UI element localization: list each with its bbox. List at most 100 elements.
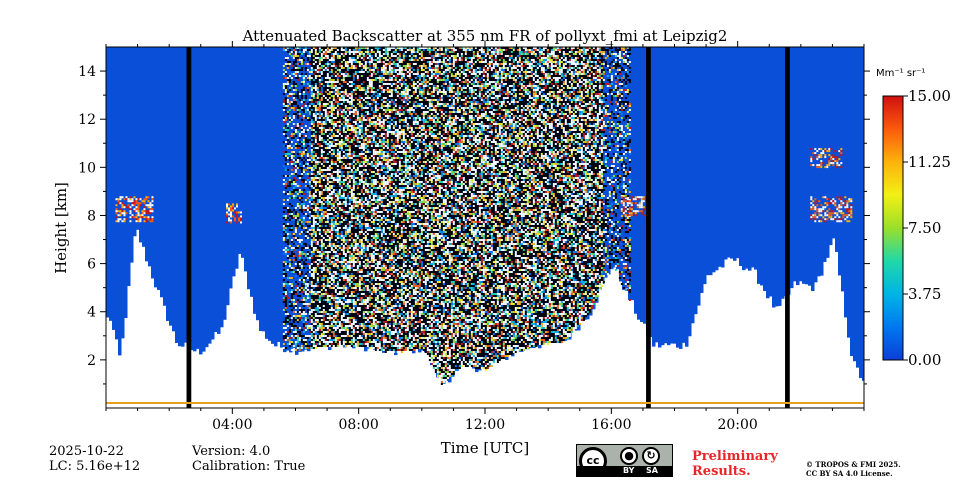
noise-pixel bbox=[352, 101, 355, 103]
noise-pixel bbox=[326, 141, 329, 143]
noise-pixel bbox=[354, 53, 357, 55]
noise-pixel bbox=[346, 71, 349, 73]
noise-pixel bbox=[326, 259, 329, 261]
noise-pixel bbox=[346, 215, 349, 217]
noise-pixel bbox=[346, 91, 349, 93]
noise-pixel bbox=[292, 151, 295, 153]
noise-pixel bbox=[316, 333, 319, 335]
noise-pixel bbox=[340, 343, 343, 345]
noise-pixel bbox=[352, 181, 355, 183]
noise-pixel bbox=[316, 213, 319, 215]
noise-pixel bbox=[354, 337, 357, 339]
noise-pixel bbox=[288, 79, 291, 81]
noise-pixel bbox=[314, 125, 317, 127]
noise-pixel bbox=[322, 167, 325, 169]
noise-pixel bbox=[332, 261, 335, 263]
noise-pixel bbox=[316, 129, 319, 131]
noise-pixel bbox=[346, 111, 349, 113]
noise-pixel bbox=[294, 267, 297, 269]
noise-pixel bbox=[304, 199, 307, 201]
noise-pixel bbox=[314, 131, 317, 133]
noise-pixel bbox=[310, 61, 313, 63]
noise-pixel bbox=[308, 311, 311, 313]
noise-pixel bbox=[286, 343, 289, 345]
noise-pixel bbox=[330, 271, 333, 273]
noise-pixel bbox=[304, 117, 307, 119]
noise-pixel bbox=[308, 209, 311, 211]
noise-pixel bbox=[314, 105, 317, 107]
noise-pixel bbox=[340, 319, 343, 321]
noise-pixel bbox=[326, 243, 329, 245]
noise-pixel bbox=[340, 71, 343, 73]
noise-pixel bbox=[294, 249, 297, 251]
noise-pixel bbox=[286, 139, 289, 141]
noise-pixel bbox=[344, 307, 347, 309]
noise-pixel bbox=[344, 269, 347, 271]
noise-pixel bbox=[346, 107, 349, 109]
noise-pixel bbox=[334, 201, 337, 203]
noise-pixel bbox=[286, 199, 289, 201]
noise-pixel bbox=[352, 139, 355, 141]
noise-pixel bbox=[318, 199, 321, 201]
noise-pixel bbox=[302, 263, 305, 265]
noise-pixel bbox=[354, 175, 357, 177]
noise-pixel bbox=[340, 79, 343, 81]
noise-pixel bbox=[348, 107, 351, 109]
signal-column bbox=[235, 47, 239, 269]
signal-column bbox=[658, 47, 662, 348]
noise-pixel bbox=[312, 187, 315, 189]
noise-pixel bbox=[306, 327, 309, 329]
noise-pixel bbox=[334, 125, 337, 127]
noise-pixel bbox=[298, 319, 301, 321]
noise-pixel bbox=[350, 85, 353, 87]
noise-pixel bbox=[288, 337, 291, 339]
noise-pixel bbox=[300, 181, 303, 183]
noise-pixel bbox=[352, 107, 355, 109]
noise-pixel bbox=[336, 243, 339, 245]
noise-pixel bbox=[322, 255, 325, 257]
noise-pixel bbox=[296, 269, 299, 271]
noise-pixel bbox=[306, 289, 309, 291]
noise-pixel bbox=[320, 137, 323, 139]
noise-pixel bbox=[342, 257, 345, 259]
noise-pixel bbox=[302, 83, 305, 85]
noise-pixel bbox=[320, 263, 323, 265]
noise-pixel bbox=[326, 179, 329, 181]
noise-pixel bbox=[318, 159, 321, 161]
noise-pixel bbox=[300, 309, 303, 311]
noise-pixel bbox=[290, 105, 293, 107]
noise-pixel bbox=[334, 265, 337, 267]
noise-pixel bbox=[352, 193, 355, 195]
noise-pixel bbox=[296, 161, 299, 163]
noise-pixel bbox=[336, 99, 339, 101]
noise-pixel bbox=[338, 91, 341, 93]
noise-pixel bbox=[320, 231, 323, 233]
noise-pixel bbox=[342, 107, 345, 109]
noise-pixel bbox=[318, 243, 321, 245]
noise-pixel bbox=[346, 271, 349, 273]
noise-pixel bbox=[342, 53, 345, 55]
noise-pixel bbox=[356, 53, 359, 55]
noise-pixel bbox=[320, 143, 323, 145]
noise-pixel bbox=[286, 241, 289, 243]
noise-pixel bbox=[348, 313, 351, 315]
noise-pixel bbox=[282, 261, 285, 263]
noise-pixel bbox=[332, 71, 335, 73]
noise-pixel bbox=[322, 159, 325, 161]
noise-pixel bbox=[308, 329, 311, 331]
noise-pixel bbox=[354, 151, 357, 153]
noise-pixel bbox=[344, 293, 347, 295]
noise-pixel bbox=[306, 155, 309, 157]
noise-pixel bbox=[292, 159, 295, 161]
noise-pixel bbox=[326, 253, 329, 255]
noise-pixel bbox=[328, 277, 331, 279]
noise-pixel bbox=[322, 69, 325, 71]
noise-pixel bbox=[338, 89, 341, 91]
noise-pixel bbox=[336, 107, 339, 109]
noise-pixel bbox=[306, 91, 309, 93]
noise-pixel bbox=[328, 339, 331, 341]
noise-pixel bbox=[330, 267, 333, 269]
noise-pixel bbox=[336, 189, 339, 191]
noise-pixel bbox=[316, 251, 319, 253]
signal-column bbox=[661, 47, 665, 346]
